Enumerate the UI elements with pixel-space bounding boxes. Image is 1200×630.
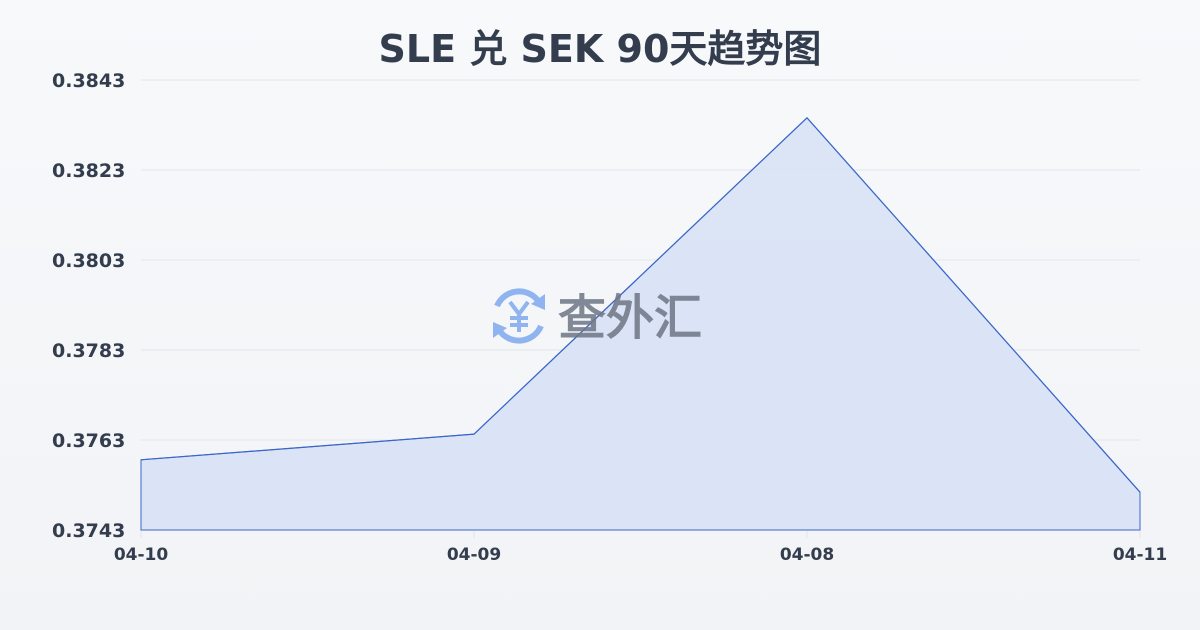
watermark-text: 查外汇	[558, 290, 702, 346]
y-tick-label: 0.3803	[52, 250, 125, 272]
x-tick-label: 04-11	[1113, 545, 1167, 565]
x-tick-label: 04-10	[114, 545, 169, 565]
y-tick-label: 0.3783	[52, 340, 125, 362]
watermark: 查外汇	[493, 288, 702, 346]
series-line	[140, 116, 1141, 493]
y-tick-label: 0.3763	[52, 430, 125, 452]
x-tick-label: 04-08	[780, 545, 834, 565]
y-tick-label: 0.3843	[52, 70, 125, 92]
yen-exchange-icon	[493, 288, 545, 344]
chart-title: SLE 兑 SEK 90天趋势图	[378, 27, 822, 71]
y-tick-label: 0.3743	[52, 520, 125, 542]
y-tick-label: 0.3823	[52, 160, 125, 182]
x-tick-label: 04-09	[447, 545, 501, 565]
